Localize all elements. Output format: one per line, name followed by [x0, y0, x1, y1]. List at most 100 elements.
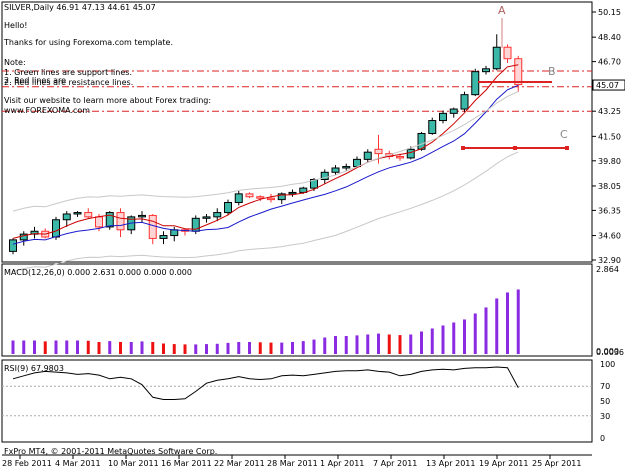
candle-body	[148, 214, 157, 239]
visit-text: Visit our website to learn more about Fo…	[4, 96, 212, 105]
macd-title: MACD(12,26,0) 0.000 2.631 0.000 0.000 0.…	[4, 268, 192, 277]
price-tick-label: 34.60	[598, 232, 621, 241]
candle-body	[62, 213, 71, 221]
candle-body	[267, 197, 275, 201]
time-axis-label: 19 Apr 2011	[479, 459, 528, 468]
time-axis-label: 25 Apr 2011	[532, 459, 581, 468]
candle-body	[320, 171, 329, 180]
current-price-label: 45.07	[596, 81, 619, 90]
segment-handle	[513, 146, 517, 150]
candle-body	[224, 201, 232, 214]
price-tick-label: 32.90	[598, 256, 621, 265]
candle-body	[52, 219, 60, 238]
price-tick-label: 39.80	[598, 157, 621, 166]
price-tick-label: 43.25	[598, 107, 621, 116]
candle-body	[202, 216, 211, 219]
price-tick-label: 38.05	[598, 182, 621, 191]
rsi-tick-label: 70	[600, 382, 610, 391]
candle-body	[95, 216, 103, 228]
candle-body	[374, 148, 383, 155]
marker-c: C	[560, 128, 568, 141]
price-tick-label: 48.40	[598, 33, 621, 42]
macd-panel-frame	[1, 263, 593, 357]
note-resistance-lines: 2. Red lines are resistance lines.	[4, 78, 134, 87]
copyright-text: FxPro MT4, © 2001-2011 MetaQuotes Softwa…	[4, 447, 218, 456]
rsi-line	[12, 366, 519, 400]
note-support-lines: 1. Green lines are support lines.	[4, 68, 132, 77]
price-tick-label: 46.70	[598, 58, 621, 67]
price-tick-label: 50.15	[598, 8, 621, 17]
candle-body	[138, 214, 146, 218]
candle-body	[310, 178, 318, 189]
candle-body	[428, 120, 437, 134]
time-axis-label: 28 Mar 2011	[267, 459, 318, 468]
current-price-box	[592, 79, 625, 91]
symbol-info: SILVER,Daily 46.91 47.13 44.61 45.07	[4, 3, 156, 12]
candle-body	[116, 212, 125, 231]
candle-body	[503, 46, 512, 60]
segment-handle	[565, 146, 569, 150]
rsi-tick-label: 100	[600, 360, 615, 369]
rsi-panel-frame	[1, 359, 593, 443]
rsi-title: RSI(9) 67.9803	[4, 364, 64, 373]
rsi-tick-label: 50	[600, 397, 610, 406]
time-axis-label: 7 Apr 2011	[373, 459, 417, 468]
website-url[interactable]: www.FOREXOMA.com	[4, 106, 91, 115]
candle-body	[342, 166, 351, 169]
candle-body	[9, 239, 17, 252]
candle-body	[396, 155, 404, 159]
time-axis-label: 13 Apr 2011	[426, 459, 475, 468]
candle-body	[492, 46, 501, 70]
price-tick-label: 36.35	[598, 206, 621, 215]
candle-body	[288, 191, 297, 195]
candle-body	[105, 212, 114, 228]
candle-body	[439, 112, 447, 122]
segment-handle	[461, 146, 465, 150]
time-axis-label: 22 Mar 2011	[214, 459, 265, 468]
note-heading: Note:	[4, 58, 26, 67]
macd-axis-bottom-label: 0.000	[596, 347, 619, 356]
time-axis-label: 28 Feb 2011	[2, 459, 52, 468]
candle-body	[84, 212, 93, 218]
candle-body	[460, 94, 469, 110]
note-resistance-lines-overlap: 2. Red lines are	[4, 76, 67, 85]
candle-body	[234, 193, 243, 203]
time-axis-label: 1 Apr 2011	[320, 459, 364, 468]
candle-body	[406, 148, 415, 159]
price-tick-label: 41.50	[598, 132, 621, 141]
envelope-upper-line	[12, 91, 519, 212]
marker-a: A	[498, 4, 506, 17]
candle-body	[256, 196, 265, 199]
candle-body	[363, 151, 372, 160]
main-chart-frame	[1, 1, 593, 263]
candle-body	[482, 68, 490, 73]
candle-body	[331, 167, 340, 173]
slow-moving-average-line	[12, 84, 519, 245]
candle-body	[277, 193, 286, 201]
time-axis-label: 4 Mar 2011	[55, 459, 101, 468]
candle-body	[417, 132, 426, 150]
candle-body	[159, 235, 168, 239]
rsi-tick-label: 0	[600, 434, 605, 443]
candle-body	[213, 212, 222, 218]
marker-b: B	[548, 65, 556, 78]
candle-body	[514, 58, 523, 86]
candle-body	[299, 187, 308, 193]
candle-body	[73, 212, 82, 215]
macd-axis-top-label: 2.864	[596, 265, 619, 274]
rsi-tick-label: 30	[600, 412, 610, 421]
macd-axis-bottom-overlap-label: 0.0036	[596, 348, 624, 357]
time-axis-label: 16 Mar 2011	[161, 459, 212, 468]
candle-body	[449, 108, 458, 114]
envelope-lower-line	[12, 151, 519, 272]
candle-body	[30, 230, 39, 235]
candle-body	[471, 71, 480, 96]
hello-text: Hello!	[4, 21, 28, 30]
fast-moving-average-line	[12, 64, 519, 239]
candle-body	[245, 193, 254, 198]
thanks-text: Thanks for using Forexoma.com template.	[4, 38, 173, 47]
time-axis-label: 10 Mar 2011	[108, 459, 159, 468]
candle-body	[170, 229, 179, 237]
